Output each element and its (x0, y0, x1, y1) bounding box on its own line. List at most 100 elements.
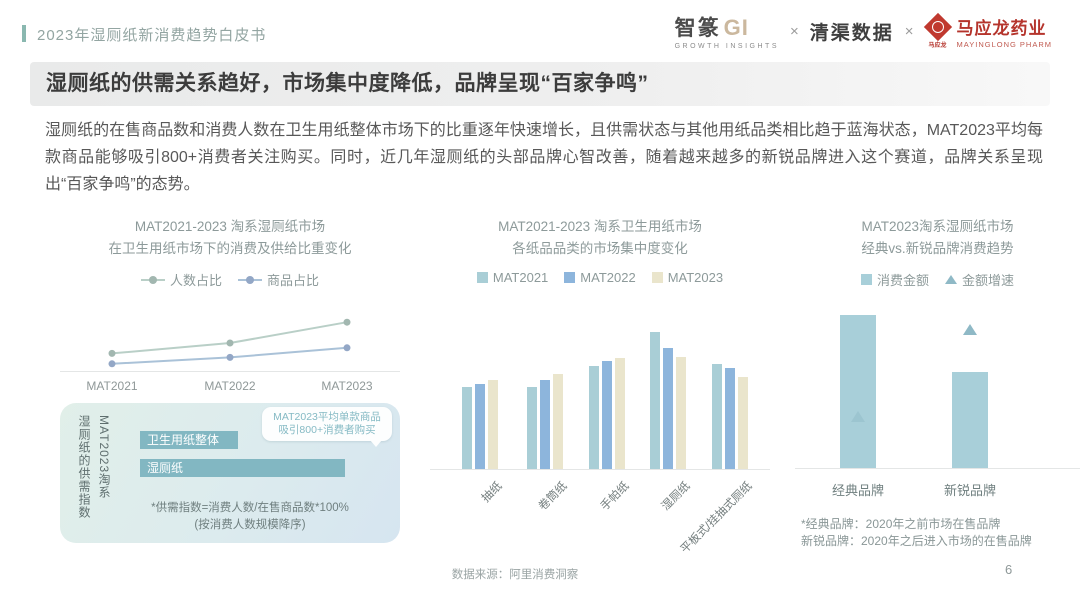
mayinglong-seal-icon: 马应龙 (923, 12, 952, 49)
chart3-legend-item: 金额增速 (945, 270, 1014, 289)
chart3-legend-label: 金额增速 (962, 273, 1015, 288)
line-marker-icon (238, 275, 262, 284)
callout-line2: 吸引800+消费者购买 (278, 424, 376, 436)
legend-square-icon (860, 274, 872, 285)
chart1-legend: 人数占比 商品占比 (60, 270, 400, 289)
chart3-bar-新锐品牌 (952, 372, 988, 468)
chart1-data-point (108, 349, 116, 357)
chart2-legend-item: MAT2023 (651, 270, 724, 285)
chart3-legend-label: 消费金额 (876, 273, 929, 288)
chart2-legend-item: MAT2021 (476, 270, 549, 285)
legend-square-icon (651, 272, 663, 283)
chart1-x-label: MAT2021 (86, 379, 138, 393)
chart2-bar-MAT2021 (712, 364, 722, 469)
chart2-bar-MAT2021 (589, 366, 599, 469)
chart1-x-label: MAT2022 (204, 379, 256, 393)
chart2-legend: MAT2021 MAT2022 MAT2023 (430, 270, 770, 285)
chart1-legend-item: 人数占比 (140, 270, 222, 289)
supply-box-vertical-line2: 湿厕纸的供需指数 (77, 415, 91, 519)
chart-left-column: MAT2021-2023 淘系湿厕纸市场 在卫生用纸市场下的消费及供给比重变化 … (60, 210, 400, 555)
mayinglong-name: 马应龙药业 (956, 18, 1047, 38)
chart2-bar-MAT2021 (527, 387, 537, 469)
chart1-data-point (226, 339, 234, 347)
chart2-bar-MAT2022 (475, 384, 485, 469)
chart2-bar-MAT2022 (602, 361, 612, 469)
zhizhuan-gi-logo: 智篆 GI GROWTH INSIGHTS (675, 12, 779, 50)
body-paragraph: 湿厕纸的在售商品数和消费人数在卫生用纸整体市场下的比重逐年快速增长，且供需状态与… (45, 122, 1043, 193)
document-title: 2023年湿厕纸新消费趋势白皮书 (37, 27, 267, 44)
mayinglong-seal-text: 马应龙 (928, 42, 947, 49)
chart3-growth-marker (963, 324, 977, 335)
chart1-x-axis (60, 371, 400, 372)
mayinglong-diamond-icon (923, 12, 952, 41)
chart2-bar-group (589, 358, 625, 469)
qingqu-data-logo: 清渠数据 (809, 22, 894, 44)
multiply-separator-icon: × (790, 22, 799, 40)
chart2-bar-MAT2021 (650, 332, 660, 469)
chart3-growth-marker (851, 411, 865, 422)
chart3-legend: 消费金额 金额增速 (795, 270, 1080, 289)
supply-bar-tissue-overall: 卫生用纸整体 (140, 431, 238, 449)
chart1-data-point (108, 360, 116, 368)
supply-box-footnote1: *供需指数=消费人数/在售商品数*100% (151, 502, 349, 514)
line-marker-icon (140, 275, 165, 284)
chart1-line-plot (108, 318, 351, 368)
chart2-bar-MAT2023 (615, 358, 625, 469)
chart-right-column: MAT2023淘系湿厕纸市场 经典vs.新锐品牌消费趋势 消费金额 金额增速 经典… (795, 210, 1080, 555)
chart1-legend-item: 商品占比 (238, 270, 319, 289)
chart2-x-label: 抽纸 (479, 480, 505, 505)
chart2-bar-plot (430, 302, 770, 470)
logo-row: 智篆 GI GROWTH INSIGHTS × 清渠数据 × 马应龙 马应龙药业… (675, 12, 1052, 50)
section-title-banner: 湿厕纸的供需关系趋好，市场集中度降低，品牌呈现“百家争鸣” (30, 62, 1050, 106)
chart2-legend-label: MAT2021 (492, 270, 549, 285)
chart2-bar-MAT2022 (663, 348, 673, 469)
data-source: 数据来源：阿里消费洞察 (451, 569, 579, 581)
chart2-bar-MAT2023 (738, 377, 748, 469)
chart3-footnote1: *经典品牌：2020年之前市场在售品牌 (801, 517, 1001, 531)
mayinglong-subtext: MAYINGLONG PHARM (956, 39, 1052, 49)
chart2-legend-label: MAT2023 (667, 270, 724, 285)
chart2-subtitle: 各纸品品类的市场集中度变化 (512, 241, 688, 256)
chart2-legend-label: MAT2022 (580, 270, 636, 285)
chart1-x-label: MAT2023 (321, 379, 373, 393)
chart2-x-label: 卷筒纸 (536, 480, 570, 514)
page-number: 6 (1005, 562, 1013, 577)
legend-square-icon (564, 272, 576, 283)
chart1-legend-label: 人数占比 (169, 273, 222, 288)
callout-line1: MAT2023平均单款商品 (273, 411, 381, 423)
chart1-data-point (226, 353, 234, 361)
chart1-line-series-0 (111, 321, 348, 355)
supply-index-box: MAT2023淘系 湿厕纸的供需指数 卫生用纸整体 湿厕纸 MAT2023平均单… (60, 403, 400, 543)
chart2-bar-group (527, 374, 563, 469)
chart2-bar-group (712, 364, 748, 469)
chart3-subtitle: 经典vs.新锐品牌消费趋势 (861, 241, 1014, 256)
legend-dot (246, 275, 254, 284)
zhizhuan-logo-subtext: GROWTH INSIGHTS (674, 43, 779, 50)
chart2-title: MAT2021-2023 淘系卫生用纸市场 (498, 219, 702, 234)
chart2-legend-item: MAT2022 (564, 270, 636, 285)
chart1-data-point (343, 318, 351, 326)
chart3-footnote2: 新锐品牌：2020年之后进入市场的在售品牌 (801, 534, 1032, 548)
chart1-title: MAT2021-2023 淘系湿厕纸市场 (134, 219, 326, 234)
mayinglong-logo: 马应龙 马应龙药业 MAYINGLONG PHARM (923, 12, 1052, 49)
chart3-legend-item: 消费金额 (860, 270, 929, 289)
chart2-bar-group (650, 332, 686, 469)
chart2-bar-MAT2023 (676, 357, 686, 469)
chart1-subtitle: 在卫生用纸市场下的消费及供给比重变化 (108, 241, 352, 256)
supply-box-footnote2: (按消费人数规模降序) (194, 519, 306, 531)
chart3-title: MAT2023淘系湿厕纸市场 (861, 219, 1014, 234)
legend-triangle-icon (945, 275, 957, 284)
zhizhuan-logo-text: 智篆 (674, 17, 721, 40)
chart3-x-label: 新锐品牌 (943, 483, 997, 498)
chart2-x-label: 湿厕纸 (659, 480, 693, 514)
chart3-x-label: 经典品牌 (831, 483, 885, 498)
chart2-bar-MAT2023 (488, 380, 498, 469)
supply-box-vertical-label: MAT2023淘系 湿厕纸的供需指数 (74, 415, 114, 533)
chart2-bar-MAT2022 (540, 380, 550, 469)
legend-dot (148, 275, 157, 284)
chart-middle-column: MAT2021-2023 淘系卫生用纸市场 各纸品品类的市场集中度变化 MAT2… (430, 210, 770, 556)
callout-bubble: MAT2023平均单款商品 吸引800+消费者购买 (262, 407, 392, 447)
multiply-separator-icon: × (904, 22, 914, 40)
chart1-data-point (343, 344, 351, 352)
